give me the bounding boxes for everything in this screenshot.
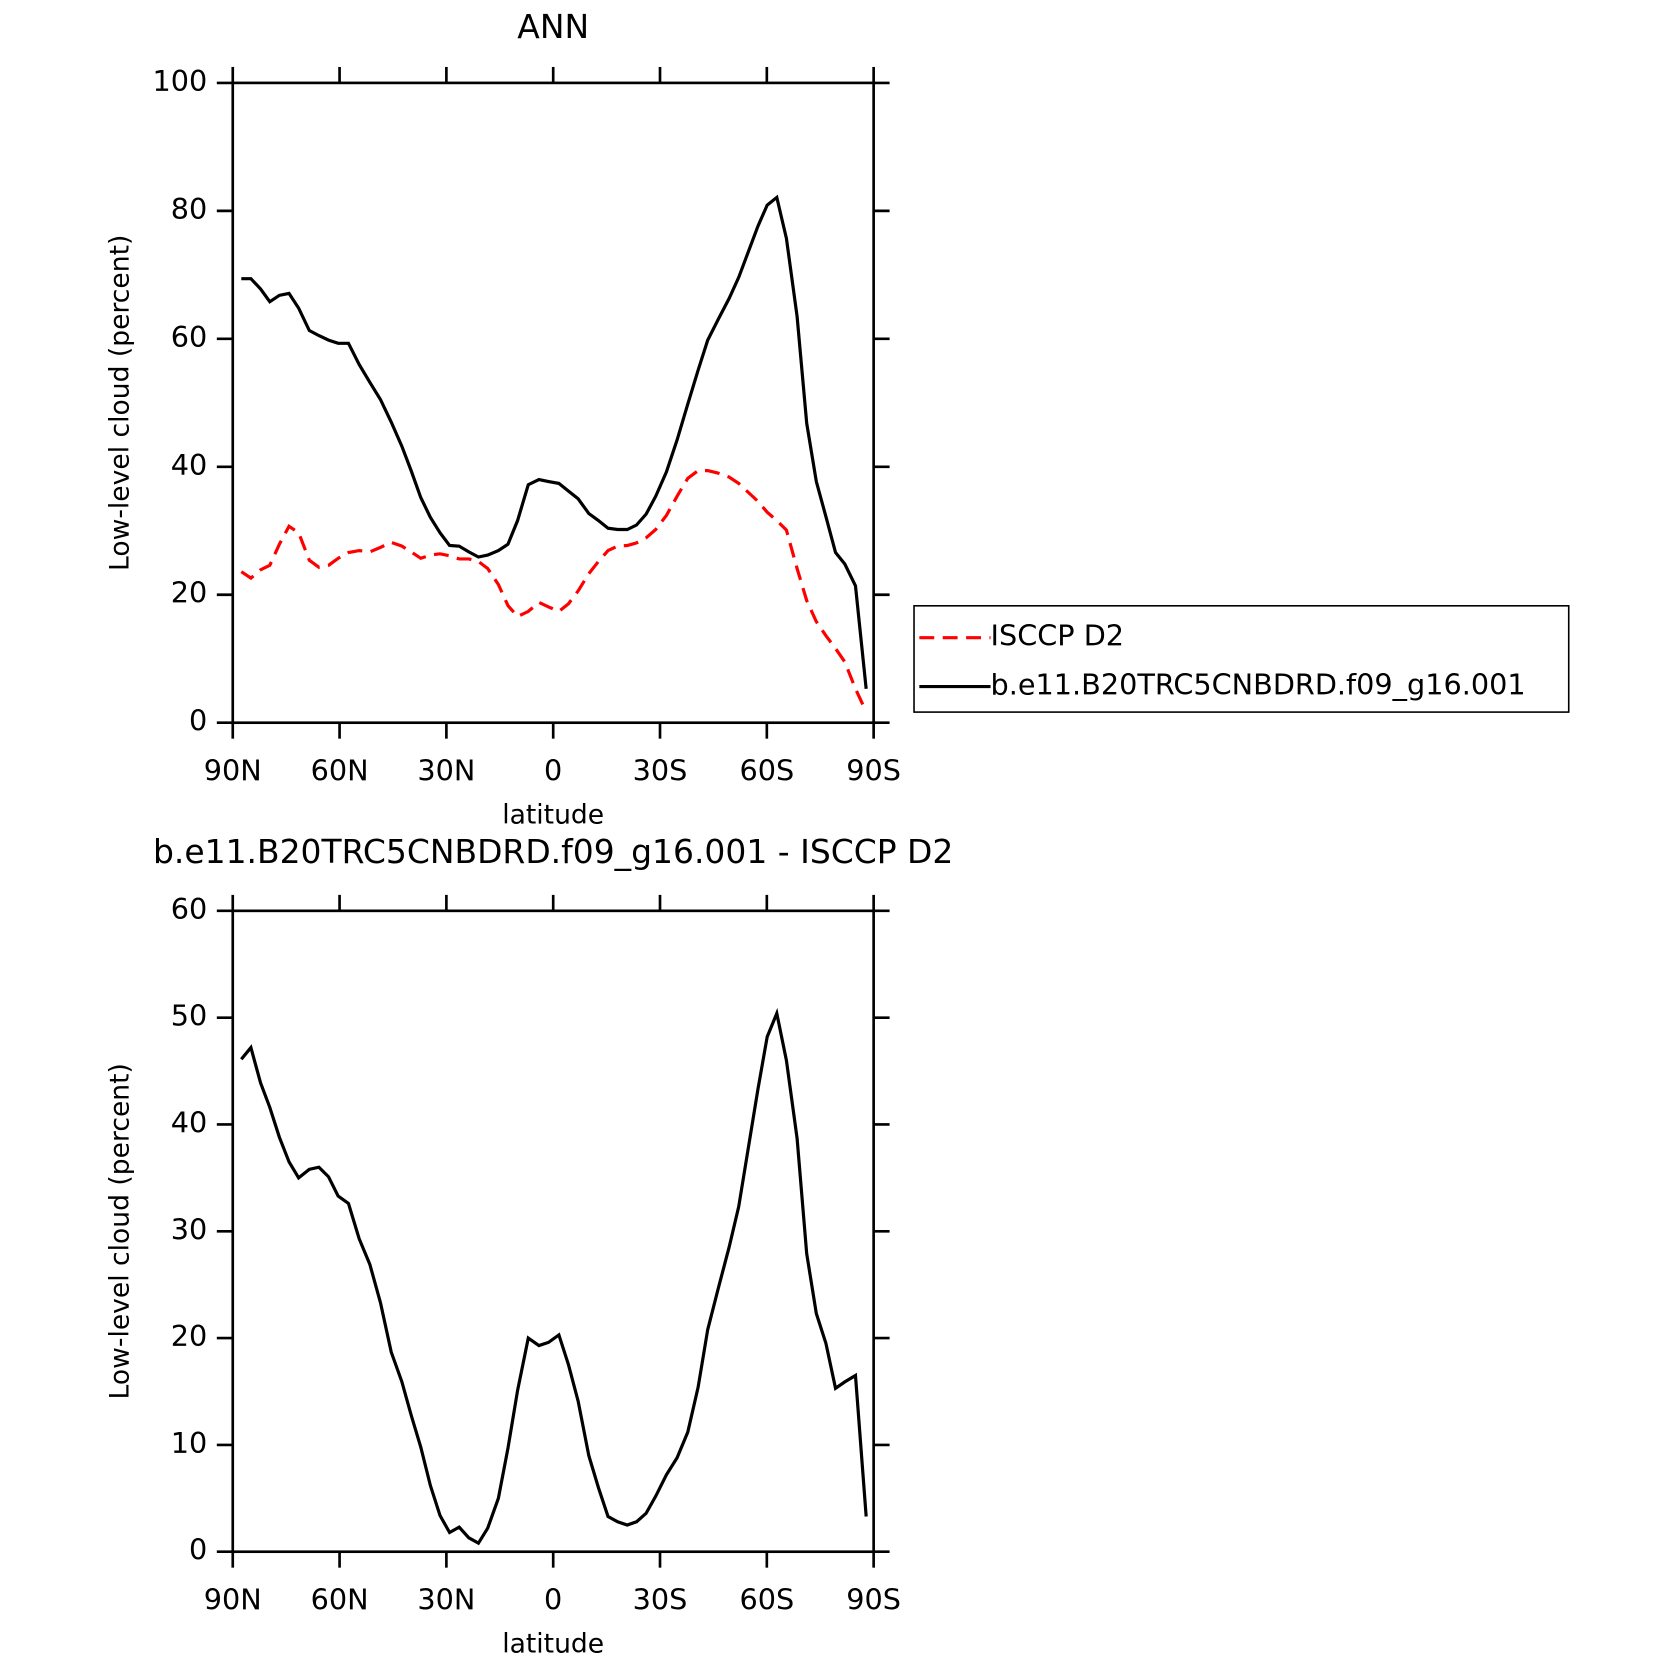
y-tick-label: 80 — [171, 192, 208, 226]
y-tick-label: 10 — [171, 1426, 208, 1460]
x-tick-label: 30N — [417, 754, 475, 788]
series-line — [240, 469, 868, 713]
series-line — [241, 194, 868, 689]
y-tick-label: 60 — [171, 892, 208, 926]
legend-label: ISCCP D2 — [991, 619, 1125, 653]
x-tick-label: 30S — [633, 754, 688, 788]
plot-frame — [231, 81, 875, 725]
x-tick-label: 60N — [311, 1583, 369, 1617]
x-axis-label: latitude — [502, 800, 604, 831]
y-tick-label: 20 — [171, 576, 208, 610]
y-tick-label: 60 — [171, 320, 208, 354]
y-tick-label: 0 — [189, 1533, 207, 1567]
y-tick-label: 0 — [189, 704, 207, 738]
y-tick-label: 40 — [171, 448, 208, 482]
x-tick-label: 90N — [204, 754, 262, 788]
x-tick-label: 90S — [846, 754, 901, 788]
y-tick-label: 30 — [171, 1212, 208, 1246]
chart-title: b.e11.B20TRC5CNBDRD.f09_g16.001 - ISCCP … — [153, 832, 953, 871]
y-tick-label: 50 — [171, 999, 208, 1033]
chart-title: ANN — [517, 7, 589, 46]
x-tick-label: 60S — [739, 754, 794, 788]
x-tick-label: 30N — [417, 1583, 475, 1617]
y-tick-label: 20 — [171, 1319, 208, 1353]
y-tick-label: 40 — [171, 1105, 208, 1139]
plot-frame — [231, 909, 875, 1554]
x-tick-label: 90N — [204, 1583, 262, 1617]
series-line — [240, 1007, 868, 1546]
plot: ANN 0 20 40 60 80 100 90N 60N 30N 0 30S 60S 90S latitu… — [105, 7, 1570, 831]
x-tick-label: 60N — [311, 754, 369, 788]
x-tick-label: 0 — [544, 1583, 562, 1617]
x-tick-label: 60S — [739, 1583, 794, 1617]
legend-box — [913, 605, 1570, 713]
y-axis-label: Low-level cloud (percent) — [105, 1063, 136, 1399]
plot: b.e11.B20TRC5CNBDRD.f09_g16.001 - ISCCP … — [105, 832, 954, 1658]
x-tick-label: 90S — [846, 1583, 901, 1617]
y-tick-label: 100 — [152, 64, 207, 98]
x-tick-label: 30S — [633, 1583, 688, 1617]
x-axis-label: latitude — [502, 1629, 604, 1658]
legend-label: b.e11.B20TRC5CNBDRD.f09_g16.001 — [991, 668, 1526, 702]
y-axis-label: Low-level cloud (percent) — [105, 235, 136, 571]
x-tick-label: 0 — [544, 754, 562, 788]
